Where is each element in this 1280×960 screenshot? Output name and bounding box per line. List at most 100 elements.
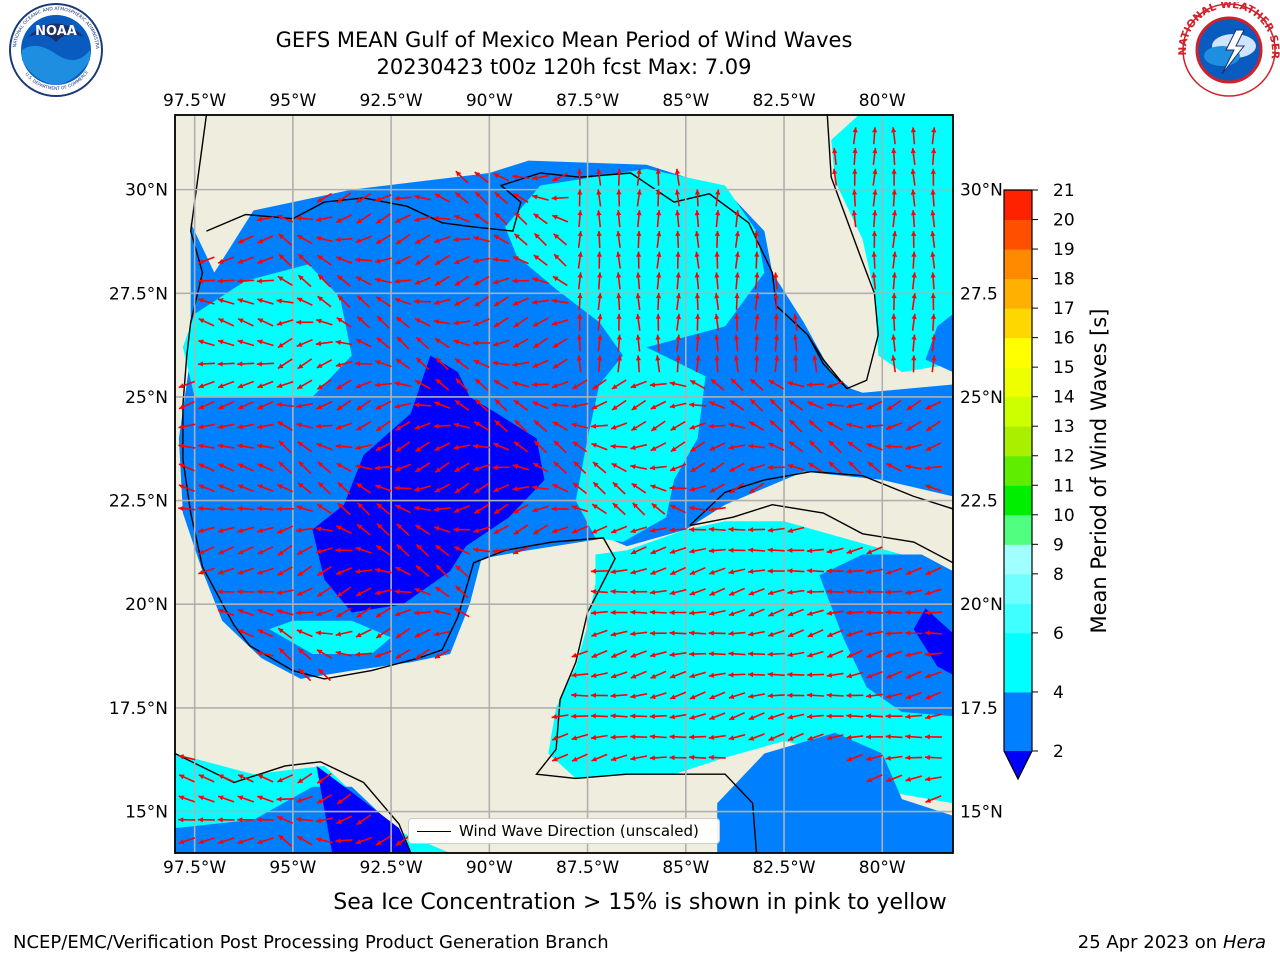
wave-direction-arrow-910 [217, 837, 235, 845]
wave-direction-arrow-547 [316, 503, 332, 515]
wave-direction-arrow-866 [630, 755, 648, 761]
wave-direction-arrow-850 [728, 733, 746, 741]
wave-direction-arrow-109 [714, 230, 720, 248]
wave-direction-arrow-694 [257, 608, 274, 617]
wave-direction-arrow-889 [198, 795, 215, 803]
wave-direction-arrow-558 [532, 505, 549, 513]
wave-direction-arrow-723 [237, 628, 254, 638]
wave-direction-arrow-3 [910, 127, 916, 145]
chart-subtitle: 20230423 t00z 120h fcst Max: 7.09 [376, 55, 752, 79]
wave-direction-arrow-383 [769, 398, 783, 412]
coastline-segment-1 [206, 115, 880, 390]
wave-direction-arrow-411 [552, 421, 568, 431]
wave-direction-arrow-860 [924, 734, 942, 740]
wave-direction-arrow-393 [197, 423, 215, 430]
wave-direction-arrow-361 [336, 399, 352, 411]
wave-direction-arrow-659 [905, 567, 922, 576]
wave-direction-arrow-211 [754, 292, 760, 311]
wave-direction-arrow-104 [616, 230, 622, 248]
wave-direction-arrow-904 [296, 816, 314, 823]
wave-direction-arrow-417 [670, 420, 686, 431]
wave-direction-arrow-339 [571, 379, 588, 390]
wave-direction-arrow-840 [924, 713, 942, 720]
wave-direction-arrow-230 [473, 318, 490, 327]
wave-direction-arrow-22 [674, 168, 681, 186]
wave-direction-arrow-592 [669, 527, 687, 533]
wave-direction-arrow-914 [296, 835, 313, 846]
wave-direction-arrow-236 [597, 313, 603, 331]
wave-direction-arrow-19 [616, 168, 622, 186]
wave-direction-arrow-174 [694, 272, 700, 290]
wave-direction-arrow-484 [454, 462, 470, 473]
wave-direction-arrow-493 [630, 464, 648, 470]
wave-direction-arrow-490 [573, 460, 587, 474]
wave-direction-arrow-178 [773, 272, 779, 290]
wave-direction-arrow-647 [669, 566, 687, 576]
wave-direction-arrow-727 [315, 630, 333, 636]
wave-direction-arrow-821 [551, 714, 569, 720]
wave-direction-arrow-743 [767, 629, 785, 637]
wave-direction-arrow-873 [885, 755, 903, 761]
wave-direction-arrow-146 [891, 251, 898, 269]
wave-direction-arrow-774 [807, 650, 824, 658]
wave-direction-arrow-487 [512, 464, 530, 471]
wave-direction-arrow-548 [337, 502, 351, 516]
wave-direction-arrow-251 [217, 339, 235, 347]
wave-direction-arrow-718 [846, 610, 864, 616]
wave-direction-arrow-98 [493, 234, 509, 245]
wave-direction-arrow-545 [276, 506, 294, 512]
credit-branch: NCEP/EMC/Verification Post Processing Pr… [13, 932, 609, 953]
wave-direction-arrow-871 [846, 753, 863, 762]
wave-direction-arrow-256 [315, 340, 333, 347]
wave-direction-arrow-264 [472, 340, 491, 346]
wave-direction-arrow-622 [748, 547, 766, 553]
wave-direction-arrow-337 [531, 382, 549, 388]
wave-direction-arrow-475 [278, 461, 292, 474]
wave-direction-arrow-519 [375, 484, 392, 492]
wave-direction-arrow-65 [453, 214, 471, 223]
wave-direction-arrow-739 [689, 630, 707, 636]
x-tick-bottom-3: 90°W [466, 858, 513, 878]
wave-direction-arrow-125 [374, 257, 392, 264]
wave-direction-arrow-610 [415, 543, 430, 557]
wave-direction-arrow-250 [198, 339, 215, 347]
wave-direction-arrow-184 [217, 298, 235, 305]
wave-direction-arrow-300 [512, 361, 530, 367]
wave-direction-arrow-681 [728, 587, 746, 596]
wave-direction-arrow-736 [630, 631, 648, 637]
northeast-gulf-cyan [505, 168, 765, 348]
wave-direction-arrow-130 [472, 257, 490, 264]
wave-direction-arrow-789 [689, 671, 707, 679]
colorbar-tick-6: 6 [1053, 624, 1064, 644]
wave-direction-arrow-522 [434, 483, 451, 493]
wave-direction-arrow-913 [278, 834, 292, 847]
wave-direction-arrow-759 [395, 648, 411, 660]
wave-direction-arrow-639 [395, 566, 411, 576]
wave-direction-arrow-858 [885, 734, 903, 740]
wave-direction-arrow-455 [650, 442, 667, 452]
wave-direction-arrow-638 [374, 567, 392, 574]
wave-direction-arrow-479 [355, 464, 373, 470]
wave-direction-arrow-585 [532, 524, 549, 535]
wave-direction-arrow-742 [748, 630, 766, 637]
y-tick-labels-left: 30°N 27.5°N 25°N 22.5°N 20°N 17.5°N 15°N [109, 181, 168, 823]
wave-direction-arrow-68 [514, 212, 528, 226]
wave-direction-arrow-660 [925, 566, 942, 576]
wave-direction-arrow-450 [553, 440, 567, 454]
colorbar-band-14 [1004, 367, 1032, 398]
wave-direction-arrow-472 [217, 463, 235, 472]
noaa-logo-text: NOAA [35, 24, 77, 39]
wave-direction-arrow-600 [218, 546, 235, 555]
wave-direction-arrow-320 [198, 380, 215, 389]
wave-direction-arrow-779 [905, 651, 923, 658]
wave-direction-arrow-439 [335, 443, 353, 449]
wave-direction-arrow-849 [708, 734, 726, 740]
wave-direction-arrow-169 [597, 272, 603, 290]
wave-direction-arrow-210 [734, 293, 740, 311]
wave-direction-arrow-342 [630, 380, 647, 389]
wave-direction-arrow-744 [787, 629, 805, 638]
wave-direction-arrow-446 [472, 443, 490, 449]
wave-direction-arrow-114 [911, 230, 917, 248]
wave-direction-arrow-9 [910, 147, 916, 165]
wave-direction-arrow-437 [297, 441, 313, 453]
